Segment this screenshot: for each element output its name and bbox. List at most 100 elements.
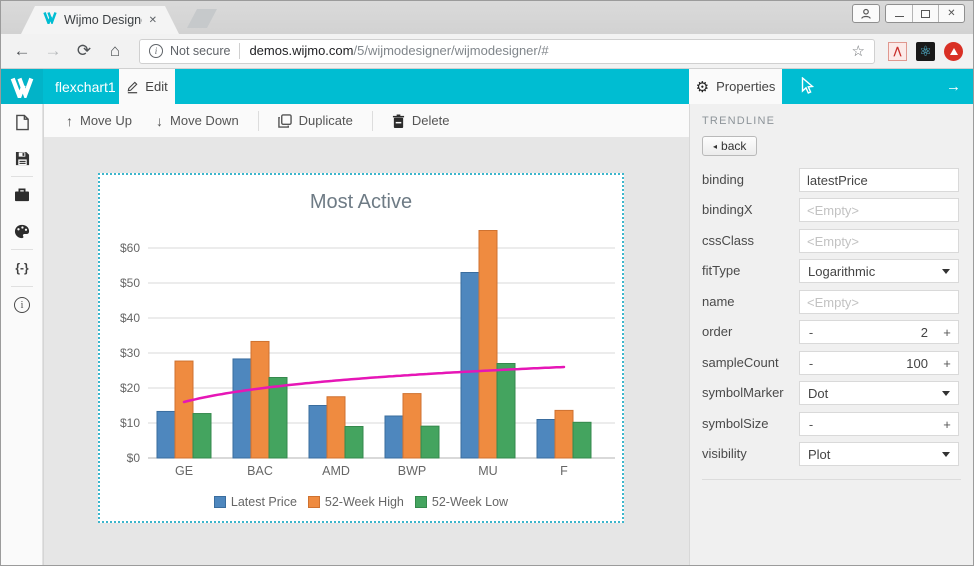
collapse-panel-arrow-icon[interactable]: →: [946, 78, 961, 95]
prop-row-cssClass: cssClass: [690, 229, 973, 253]
prop-label: binding: [702, 172, 744, 187]
red-extension-icon[interactable]: [944, 41, 963, 61]
svg-text:$40: $40: [120, 311, 140, 325]
react-devtools-extension-icon[interactable]: ⚛: [916, 41, 935, 61]
sidebar-new-document-button[interactable]: [1, 104, 43, 140]
wijmo-logo[interactable]: [1, 69, 43, 104]
up-arrow-icon: [949, 47, 958, 55]
minimize-button[interactable]: [886, 5, 912, 22]
sidebar-theme-button[interactable]: [1, 213, 43, 249]
prop-label: order: [702, 324, 733, 339]
tab-title: Wijmo Designer: [64, 13, 142, 27]
order-stepper[interactable]: - 2 +: [799, 320, 959, 344]
url-bar[interactable]: i Not secure demos.wijmo.com/5/wijmodesi…: [139, 38, 875, 64]
svg-text:$30: $30: [120, 346, 140, 360]
sidebar-about-button[interactable]: i: [1, 287, 43, 323]
adobe-extension-icon[interactable]: [888, 41, 907, 61]
svg-text:$50: $50: [120, 276, 140, 290]
profile-button[interactable]: [852, 4, 880, 23]
pencil-edit-icon: [127, 81, 138, 93]
increment-button[interactable]: +: [943, 324, 951, 340]
chart-title: Most Active: [309, 191, 413, 213]
legend-label: 52-Week High: [324, 495, 404, 509]
tab-edit[interactable]: Edit: [119, 69, 175, 104]
increment-button[interactable]: +: [943, 355, 951, 371]
prop-label: sampleCount: [702, 355, 779, 370]
back-button[interactable]: ◂ back: [702, 136, 758, 156]
pointer-cursor-icon: [801, 76, 815, 100]
sidebar-code-button[interactable]: {-}: [1, 250, 43, 286]
sidebar-separator: [10, 249, 33, 250]
profile-icon: [853, 5, 879, 22]
flexchart-plot: $0 $10 $20 $30 $40 $50 $60 GE BAC AMD BWP MU F: [120, 230, 615, 478]
maximize-button[interactable]: [912, 5, 938, 22]
name-input[interactable]: [799, 290, 959, 314]
forward-icon[interactable]: →: [44, 41, 62, 60]
symbolSize-stepper[interactable]: - +: [799, 412, 959, 436]
legend-item[interactable]: 52-Week High: [307, 495, 404, 509]
prop-row-order: order - 2 +: [690, 320, 973, 344]
svg-text:MU: MU: [478, 464, 497, 478]
prop-label: fitType: [702, 263, 741, 278]
fitType-dropdown[interactable]: Logarithmic: [799, 259, 959, 283]
trash-icon: [392, 114, 404, 128]
symbolMarker-dropdown[interactable]: Dot: [799, 381, 959, 405]
prop-row-name: name: [690, 290, 973, 314]
sidebar-toolbox-button[interactable]: [1, 177, 43, 213]
flexchart-control[interactable]: $0 $10 $20 $30 $40 $50 $60 GE BAC AMD BWP MU F Most …: [98, 173, 624, 523]
properties-tab-label: Properties: [716, 79, 776, 94]
bookmark-star-icon[interactable]: ☆: [851, 43, 865, 60]
tab-properties[interactable]: ⚙ Properties: [689, 69, 782, 104]
url-text[interactable]: demos.wijmo.com/5/wijmodesigner/wijmodes…: [249, 42, 844, 60]
cssClass-input[interactable]: [799, 229, 959, 253]
move-up-button[interactable]: ↑ Move Up: [61, 113, 137, 129]
legend-swatch: [213, 496, 226, 508]
sidebar-save-button[interactable]: [1, 140, 43, 176]
duplicate-button[interactable]: Duplicate: [273, 113, 358, 128]
order-value: 2: [920, 324, 928, 340]
legend-label: 52-Week Low: [431, 495, 509, 509]
legend-item[interactable]: 52-Week Low: [414, 495, 509, 509]
prop-row-bindingX: bindingX: [690, 198, 973, 222]
move-down-button[interactable]: ↓ Move Down: [151, 113, 244, 129]
fitType-value: Logarithmic: [808, 263, 876, 279]
home-icon[interactable]: ⌂: [109, 41, 121, 60]
new-tab-button[interactable]: [187, 9, 217, 28]
svg-text:$10: $10: [120, 416, 140, 430]
decrement-button[interactable]: -: [808, 324, 814, 340]
duplicate-label: Duplicate: [298, 113, 353, 128]
increment-button[interactable]: +: [943, 416, 951, 432]
browser-tab[interactable]: Wijmo Designer ✕: [21, 6, 179, 34]
decrement-button[interactable]: -: [808, 416, 814, 432]
prop-label: bindingX: [702, 202, 753, 217]
decrement-button[interactable]: -: [808, 355, 814, 371]
delete-button[interactable]: Delete: [387, 113, 455, 128]
properties-panel: TRENDLINE ◂ back binding bindingX cssCla…: [689, 104, 973, 565]
back-icon[interactable]: ←: [13, 41, 31, 60]
briefcase-icon: [15, 188, 29, 202]
close-button[interactable]: ✕: [938, 5, 964, 22]
info-icon: i: [14, 297, 30, 313]
url-host: demos.wijmo.com: [249, 43, 354, 58]
binding-input[interactable]: [799, 168, 959, 192]
prop-row-fitType: fitType Logarithmic: [690, 259, 973, 283]
prop-label: cssClass: [702, 233, 755, 248]
page-info-icon[interactable]: i: [149, 44, 163, 58]
save-icon: [15, 151, 29, 165]
sampleCount-stepper[interactable]: - 100 +: [799, 351, 959, 375]
browser-navbar: ← → ⟳ ⌂ i Not secure demos.wijmo.com/5/w…: [1, 34, 973, 69]
back-button-label: back: [721, 139, 747, 153]
document-icon: [15, 114, 29, 130]
legend-item[interactable]: Latest Price: [213, 495, 297, 509]
panel-section-title: TRENDLINE: [702, 115, 776, 127]
edit-tab-label: Edit: [145, 79, 168, 94]
bindingX-input[interactable]: [799, 198, 959, 222]
reload-icon[interactable]: ⟳: [76, 41, 92, 60]
chevron-down-icon: [942, 390, 950, 396]
duplicate-icon: [277, 113, 292, 128]
visibility-dropdown[interactable]: Plot: [799, 442, 959, 466]
tab-close-icon[interactable]: ✕: [148, 14, 157, 26]
svg-text:GE: GE: [175, 464, 193, 478]
design-surface: $0 $10 $20 $30 $40 $50 $60 GE BAC AMD BWP MU F Most …: [44, 137, 689, 565]
svg-text:BAC: BAC: [247, 464, 273, 478]
